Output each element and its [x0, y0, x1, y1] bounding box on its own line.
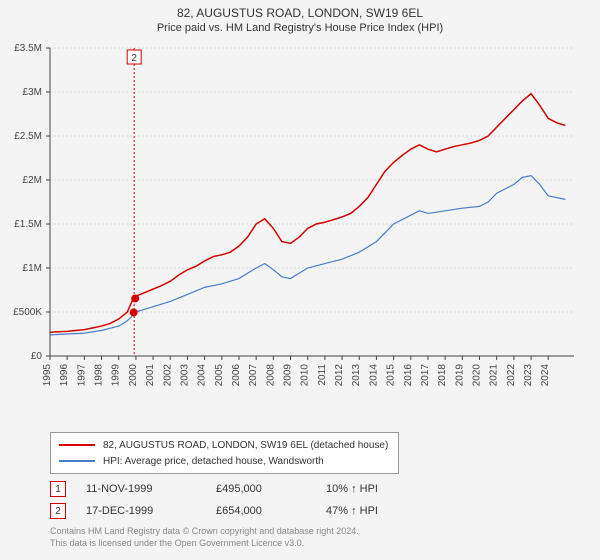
- sale-date: 11-NOV-1999: [86, 483, 216, 495]
- sale-price: £654,000: [216, 505, 326, 517]
- line-chart-svg: 2 £0£500K£1M£1.5M£2M£2.5M£3M£3.5M1995199…: [50, 48, 574, 388]
- svg-text:2018: 2018: [437, 364, 448, 387]
- svg-text:2020: 2020: [472, 364, 483, 387]
- svg-text:2021: 2021: [489, 364, 500, 387]
- sale-marker-icon: 1: [50, 481, 66, 497]
- svg-text:2000: 2000: [128, 364, 139, 387]
- sale-date: 17-DEC-1999: [86, 505, 216, 517]
- sale-row: 1 11-NOV-1999 £495,000 10% ↑ HPI: [50, 478, 416, 500]
- svg-text:£2.5M: £2.5M: [14, 131, 42, 142]
- footer: Contains HM Land Registry data © Crown c…: [50, 526, 359, 549]
- footer-line: This data is licensed under the Open Gov…: [50, 538, 359, 550]
- svg-text:£3.5M: £3.5M: [14, 43, 42, 54]
- svg-text:2017: 2017: [420, 364, 431, 387]
- svg-text:1997: 1997: [76, 364, 87, 387]
- svg-text:2015: 2015: [386, 364, 397, 387]
- chart-area: 2 £0£500K£1M£1.5M£2M£2.5M£3M£3.5M1995199…: [50, 48, 574, 388]
- svg-text:2022: 2022: [506, 364, 517, 387]
- legend: 82, AUGUSTUS ROAD, LONDON, SW19 6EL (det…: [50, 432, 399, 474]
- svg-text:2011: 2011: [317, 364, 328, 386]
- sale-price: £495,000: [216, 483, 326, 495]
- legend-item-property: 82, AUGUSTUS ROAD, LONDON, SW19 6EL (det…: [59, 437, 388, 453]
- sales-table: 1 11-NOV-1999 £495,000 10% ↑ HPI 2 17-DE…: [50, 478, 416, 522]
- svg-text:2006: 2006: [231, 364, 242, 387]
- svg-text:2004: 2004: [197, 364, 208, 387]
- svg-text:2001: 2001: [145, 364, 156, 387]
- legend-swatch: [59, 444, 95, 446]
- svg-text:2024: 2024: [540, 364, 551, 387]
- svg-text:2019: 2019: [454, 364, 465, 387]
- svg-text:£1.5M: £1.5M: [14, 219, 42, 230]
- legend-swatch: [59, 460, 95, 462]
- chart-subtitle: Price paid vs. HM Land Registry's House …: [0, 20, 600, 34]
- svg-text:£1M: £1M: [23, 263, 42, 274]
- svg-text:£3M: £3M: [23, 87, 42, 98]
- legend-label: 82, AUGUSTUS ROAD, LONDON, SW19 6EL (det…: [103, 440, 388, 451]
- svg-text:2003: 2003: [179, 364, 190, 387]
- svg-text:2008: 2008: [265, 364, 276, 387]
- sale-pct: 10% ↑ HPI: [326, 483, 416, 495]
- sale-row: 2 17-DEC-1999 £654,000 47% ↑ HPI: [50, 500, 416, 522]
- svg-text:2023: 2023: [523, 364, 534, 387]
- svg-text:2014: 2014: [368, 364, 379, 387]
- sale-marker-icon: 2: [50, 503, 66, 519]
- svg-text:2010: 2010: [300, 364, 311, 387]
- svg-text:2007: 2007: [248, 364, 259, 387]
- legend-item-hpi: HPI: Average price, detached house, Wand…: [59, 453, 388, 469]
- svg-text:1998: 1998: [94, 364, 105, 387]
- svg-text:2012: 2012: [334, 364, 345, 387]
- svg-text:2009: 2009: [283, 364, 294, 387]
- footer-line: Contains HM Land Registry data © Crown c…: [50, 526, 359, 538]
- svg-text:1999: 1999: [111, 364, 122, 387]
- svg-text:2016: 2016: [403, 364, 414, 387]
- svg-text:2: 2: [131, 53, 137, 64]
- svg-text:£500K: £500K: [13, 307, 42, 318]
- svg-text:£2M: £2M: [23, 175, 42, 186]
- svg-text:1995: 1995: [42, 364, 53, 387]
- svg-text:2005: 2005: [214, 364, 225, 387]
- svg-text:2002: 2002: [162, 364, 173, 387]
- svg-text:2013: 2013: [351, 364, 362, 387]
- svg-text:£0: £0: [31, 351, 43, 362]
- sale-pct: 47% ↑ HPI: [326, 505, 416, 517]
- legend-label: HPI: Average price, detached house, Wand…: [103, 456, 324, 467]
- svg-text:1996: 1996: [59, 364, 70, 387]
- chart-title: 82, AUGUSTUS ROAD, LONDON, SW19 6EL: [0, 0, 600, 20]
